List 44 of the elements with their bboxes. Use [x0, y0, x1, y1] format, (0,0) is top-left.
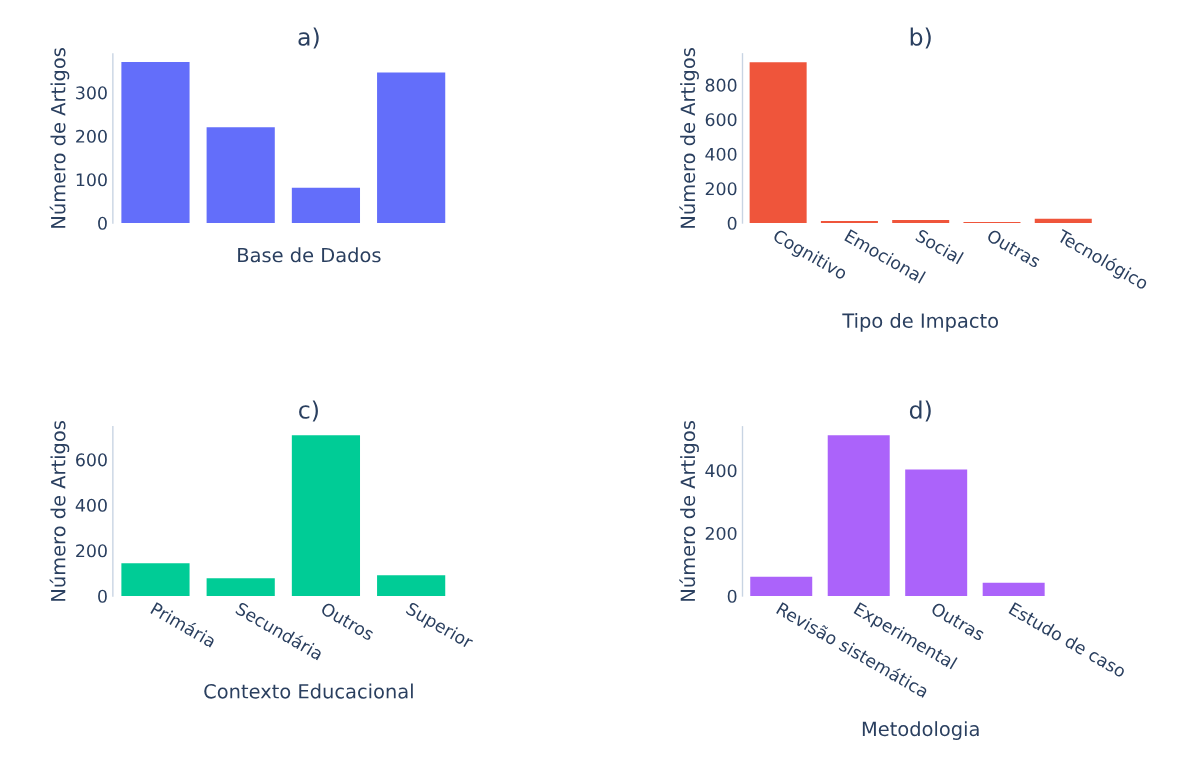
chart-title: b): [910, 27, 931, 49]
y-tick-label: 100: [76, 173, 107, 187]
y-tick-label: 400: [705, 464, 737, 478]
bar: [377, 72, 446, 224]
y-tick-label: 0: [727, 589, 737, 603]
x-axis-title: Contexto Educacional: [204, 683, 413, 699]
bar: [750, 576, 813, 596]
x-axis-title: Base de Dados: [238, 247, 381, 263]
y-tick-label: 0: [727, 216, 737, 230]
chart-title: a): [298, 27, 319, 49]
y-tick-label: 0: [98, 216, 107, 230]
bar: [206, 578, 275, 596]
bar: [121, 62, 190, 224]
y-axis-title: Número de Artigos: [679, 421, 699, 601]
bar: [291, 435, 361, 596]
bar: [121, 563, 190, 596]
y-tick-label: 200: [705, 526, 737, 541]
y-tick-label: 200: [76, 544, 107, 558]
bar: [820, 220, 878, 224]
bar: [377, 575, 446, 596]
y-tick-label: 600: [705, 113, 737, 127]
bar: [982, 582, 1045, 596]
bar: [1034, 218, 1092, 224]
y-axis-title: Número de Artigos: [679, 48, 699, 228]
y-tick-label: 400: [705, 147, 737, 161]
y-axis-title: Número de Artigos: [49, 48, 70, 228]
bar: [905, 469, 968, 596]
bar: [892, 220, 950, 224]
y-tick-label: 400: [75, 498, 107, 512]
y-tick-label: 200: [76, 129, 107, 143]
chart-title: c): [299, 400, 318, 422]
x-axis-title: Metodologia: [862, 721, 979, 740]
y-tick-label: 800: [705, 78, 737, 92]
y-tick-label: 600: [76, 453, 107, 467]
y-tick-label: 300: [76, 86, 107, 100]
bar: [206, 127, 275, 224]
y-axis-title: Número de Artigos: [49, 421, 70, 601]
chart-title: d): [909, 400, 931, 422]
bar: [291, 187, 361, 224]
x-axis-title: Tipo de Impacto: [842, 312, 998, 332]
y-tick-label: 0: [98, 589, 107, 603]
bar: [827, 435, 890, 596]
y-tick-label: 200: [705, 182, 737, 196]
bar: [749, 62, 807, 224]
